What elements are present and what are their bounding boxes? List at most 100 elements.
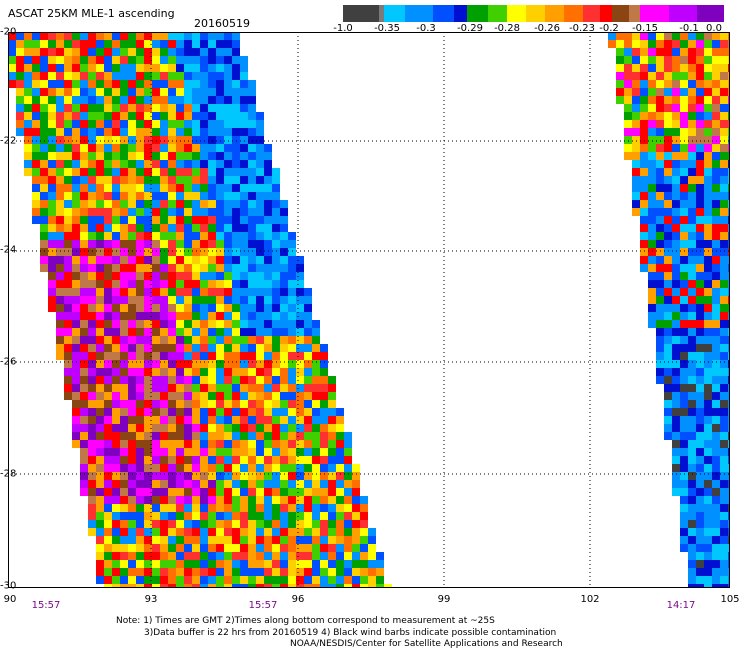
swath-cell xyxy=(208,296,216,304)
swath-cell xyxy=(640,232,648,240)
swath-cell xyxy=(152,168,160,176)
swath-cell xyxy=(136,368,144,376)
swath-cell xyxy=(120,96,128,104)
swath-cell xyxy=(256,472,264,480)
swath-cell xyxy=(312,440,320,448)
swath-cell xyxy=(128,488,136,496)
swath-cell xyxy=(296,432,304,440)
swath-cell xyxy=(680,272,688,280)
swath-cell xyxy=(312,464,320,472)
swath-cell xyxy=(656,56,664,64)
swath-cell xyxy=(384,584,392,588)
swath-cell xyxy=(96,120,104,128)
swath-cell xyxy=(184,168,192,176)
swath-cell xyxy=(336,504,344,512)
swath-cell xyxy=(312,328,320,336)
swath-cell xyxy=(208,160,216,168)
swath-cell xyxy=(256,424,264,432)
swath-cell xyxy=(224,216,232,224)
swath-cell xyxy=(88,176,96,184)
swath-cell xyxy=(160,200,168,208)
swath-cell xyxy=(312,560,320,568)
swath-cell xyxy=(96,72,104,80)
swath-cell xyxy=(688,344,696,352)
swath-cell xyxy=(256,344,264,352)
swath-cell xyxy=(104,440,112,448)
swath-cell xyxy=(720,184,728,192)
swath-cell xyxy=(696,464,704,472)
swath-cell xyxy=(608,32,616,40)
swath-cell xyxy=(24,152,32,160)
swath-cell xyxy=(40,240,48,248)
swath-cell xyxy=(80,312,88,320)
swath-cell xyxy=(80,152,88,160)
swath-cell xyxy=(648,280,656,288)
swath-cell xyxy=(104,448,112,456)
swath-cell xyxy=(184,512,192,520)
swath-cell xyxy=(208,496,216,504)
swath-cell xyxy=(88,400,96,408)
swath-cell xyxy=(240,112,248,120)
swath-cell xyxy=(104,552,112,560)
swath-cell xyxy=(248,96,256,104)
swath-cell xyxy=(712,272,720,280)
x-tick-label: 102 xyxy=(580,594,600,605)
swath-cell xyxy=(24,120,32,128)
swath-cell xyxy=(88,40,96,48)
swath-cell xyxy=(208,168,216,176)
swath-cell xyxy=(72,272,80,280)
swath-cell xyxy=(112,504,120,512)
swath-cell xyxy=(96,240,104,248)
swath-cell xyxy=(88,464,96,472)
swath-cell xyxy=(144,264,152,272)
swath-cell xyxy=(8,40,16,48)
swath-cell xyxy=(112,128,120,136)
swath-cell xyxy=(96,448,104,456)
swath-cell xyxy=(200,496,208,504)
swath-cell xyxy=(136,480,144,488)
swath-cell xyxy=(704,352,712,360)
swath-cell xyxy=(720,72,728,80)
swath-cell xyxy=(616,56,624,64)
swath-cell xyxy=(288,544,296,552)
swath-cell xyxy=(136,496,144,504)
swath-cell xyxy=(160,280,168,288)
swath-cell xyxy=(232,136,240,144)
swath-cell xyxy=(152,568,160,576)
swath-cell xyxy=(72,104,80,112)
swath-cell xyxy=(152,528,160,536)
swath-cell xyxy=(640,264,648,272)
swath-cell xyxy=(104,280,112,288)
swath-cell xyxy=(96,408,104,416)
swath-cell xyxy=(192,576,200,584)
swath-cell xyxy=(64,176,72,184)
swath-cell xyxy=(96,328,104,336)
swath-cell xyxy=(216,120,224,128)
swath-cell xyxy=(224,584,232,588)
swath-cell xyxy=(304,528,312,536)
swath-cell xyxy=(648,176,656,184)
swath-cell xyxy=(320,504,328,512)
swath-cell xyxy=(272,576,280,584)
swath-cell xyxy=(168,40,176,48)
swath-cell xyxy=(152,416,160,424)
swath-cell xyxy=(712,144,720,152)
swath-cell xyxy=(88,424,96,432)
swath-cell xyxy=(264,456,272,464)
swath-cell xyxy=(256,328,264,336)
swath-cell xyxy=(288,336,296,344)
swath-cell xyxy=(72,232,80,240)
swath-cell xyxy=(200,64,208,72)
swath-cell xyxy=(112,376,120,384)
swath-cell xyxy=(240,520,248,528)
swath-cell xyxy=(304,464,312,472)
swath-cell xyxy=(144,216,152,224)
swath-cell xyxy=(80,72,88,80)
swath-cell xyxy=(664,192,672,200)
swath-cell xyxy=(688,480,696,488)
swath-cell xyxy=(160,184,168,192)
swath-cell xyxy=(336,448,344,456)
swath-cell xyxy=(48,104,56,112)
swath-cell xyxy=(248,528,256,536)
swath-cell xyxy=(176,112,184,120)
